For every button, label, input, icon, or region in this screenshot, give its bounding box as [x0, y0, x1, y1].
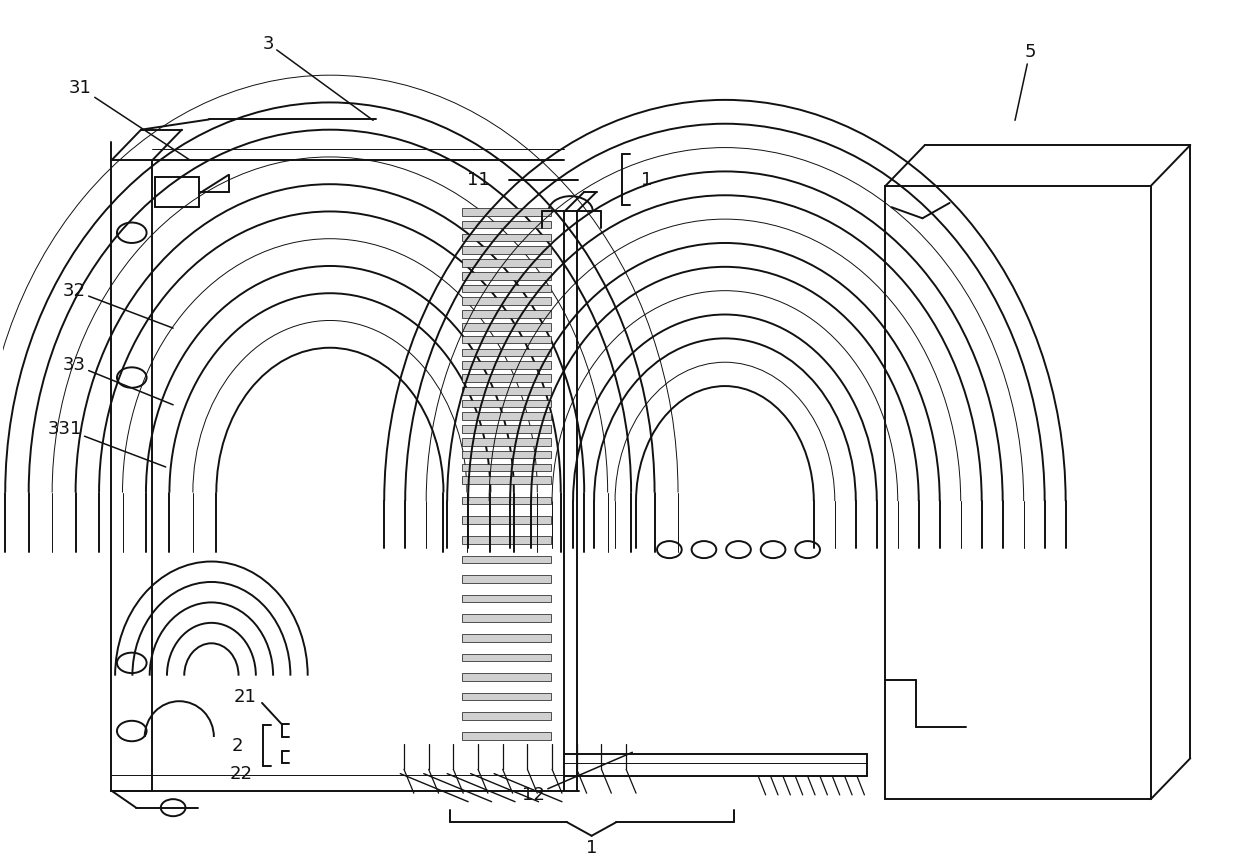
Bar — [463, 476, 551, 484]
Text: 331: 331 — [47, 419, 166, 467]
Text: 32: 32 — [63, 282, 174, 328]
Text: 31: 31 — [69, 79, 191, 160]
Text: 1: 1 — [587, 839, 598, 857]
Bar — [463, 323, 551, 331]
Bar — [463, 615, 551, 622]
Bar — [463, 362, 551, 369]
Bar — [463, 555, 551, 563]
Bar — [463, 536, 551, 543]
Text: 22: 22 — [229, 765, 253, 783]
Bar — [463, 285, 551, 293]
Bar — [463, 712, 551, 720]
Text: 2: 2 — [232, 736, 243, 754]
Bar — [463, 732, 551, 740]
Bar — [463, 272, 551, 280]
Bar — [463, 387, 551, 394]
Bar — [463, 575, 551, 583]
Bar — [463, 425, 551, 433]
Bar — [463, 233, 551, 241]
Bar — [463, 463, 551, 471]
Bar — [463, 451, 551, 458]
Bar — [463, 298, 551, 305]
Bar — [463, 246, 551, 254]
Text: 12: 12 — [522, 753, 632, 804]
Bar — [463, 653, 551, 661]
Text: 33: 33 — [63, 356, 174, 405]
Bar — [463, 400, 551, 407]
Bar — [463, 693, 551, 700]
Bar — [463, 497, 551, 505]
Bar — [463, 208, 551, 216]
Text: 21: 21 — [233, 688, 257, 706]
Bar — [463, 517, 551, 524]
Bar — [463, 310, 551, 318]
Bar — [463, 595, 551, 603]
Bar — [463, 634, 551, 641]
Bar — [463, 412, 551, 420]
Bar — [463, 336, 551, 344]
Bar — [463, 375, 551, 381]
Text: 3: 3 — [263, 34, 373, 121]
Text: 11: 11 — [466, 171, 490, 189]
Bar — [463, 349, 551, 356]
Bar — [463, 259, 551, 267]
Text: 1: 1 — [641, 171, 652, 189]
Text: 5: 5 — [1016, 43, 1035, 121]
Bar — [463, 220, 551, 228]
Bar — [463, 438, 551, 446]
Bar — [463, 673, 551, 681]
